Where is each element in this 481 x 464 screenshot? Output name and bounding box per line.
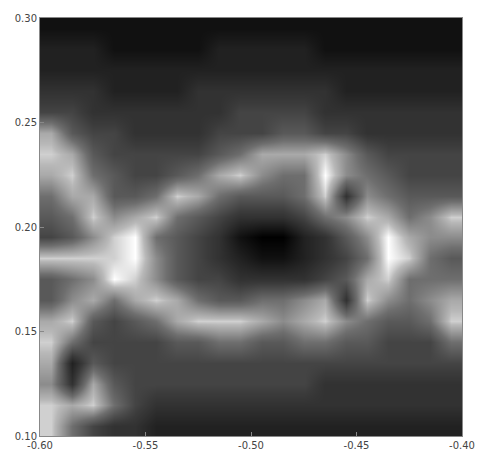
svg-text:0.15: 0.15 (15, 326, 37, 337)
svg-text:0.20: 0.20 (15, 222, 37, 233)
svg-text:-0.40: -0.40 (449, 440, 475, 451)
svg-text:-0.60: -0.60 (27, 440, 53, 451)
svg-text:0.30: 0.30 (15, 13, 37, 24)
svg-text:-0.45: -0.45 (344, 440, 370, 451)
svg-text:0.10: 0.10 (15, 431, 37, 442)
svg-text:0.25: 0.25 (15, 117, 37, 128)
svg-text:-0.55: -0.55 (133, 440, 159, 451)
svg-text:-0.50: -0.50 (238, 440, 264, 451)
